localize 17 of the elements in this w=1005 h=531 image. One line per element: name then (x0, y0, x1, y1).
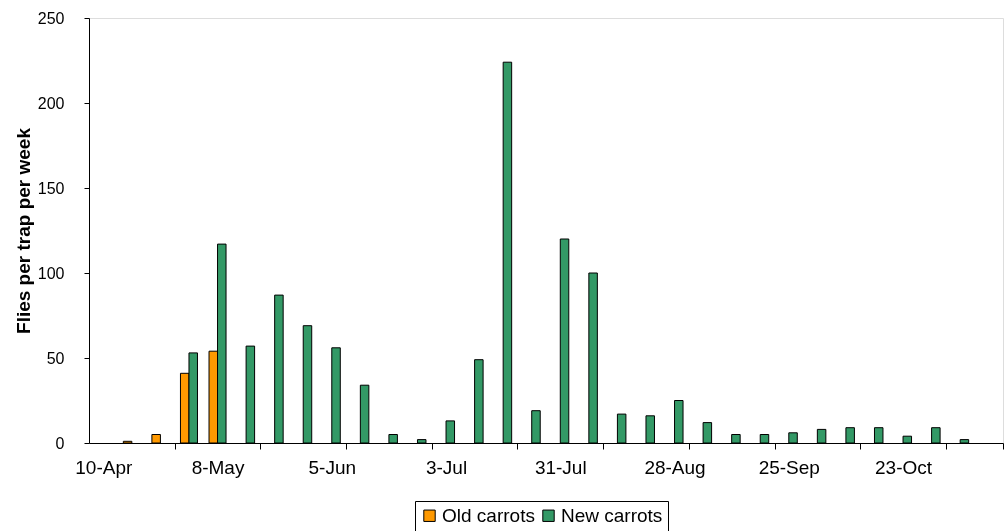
x-tick-label: 3-Jul (425, 456, 468, 478)
y-tick-label: 250 (37, 9, 65, 27)
x-tick-label: 25-Sep (758, 456, 820, 478)
x-tick-label: 5-Jun (308, 456, 357, 478)
legend-label: Old carrots (442, 504, 535, 526)
y-axis-title: Flies per trap per week (12, 127, 34, 334)
y-tick-label: 50 (46, 349, 65, 367)
x-tick-label: 10-Apr (75, 456, 133, 478)
legend-label: New carrots (561, 504, 663, 526)
y-tick-label: 200 (37, 94, 65, 112)
y-tick-label: 100 (37, 264, 65, 282)
x-tick-label: 28-Aug (644, 456, 706, 478)
y-tick-label: 150 (37, 179, 65, 197)
x-tick-label: 31-Jul (534, 456, 587, 478)
y-tick-label: 0 (55, 434, 65, 452)
x-tick-label: 23-Oct (875, 456, 933, 478)
x-tick-label: 8-May (191, 456, 245, 478)
